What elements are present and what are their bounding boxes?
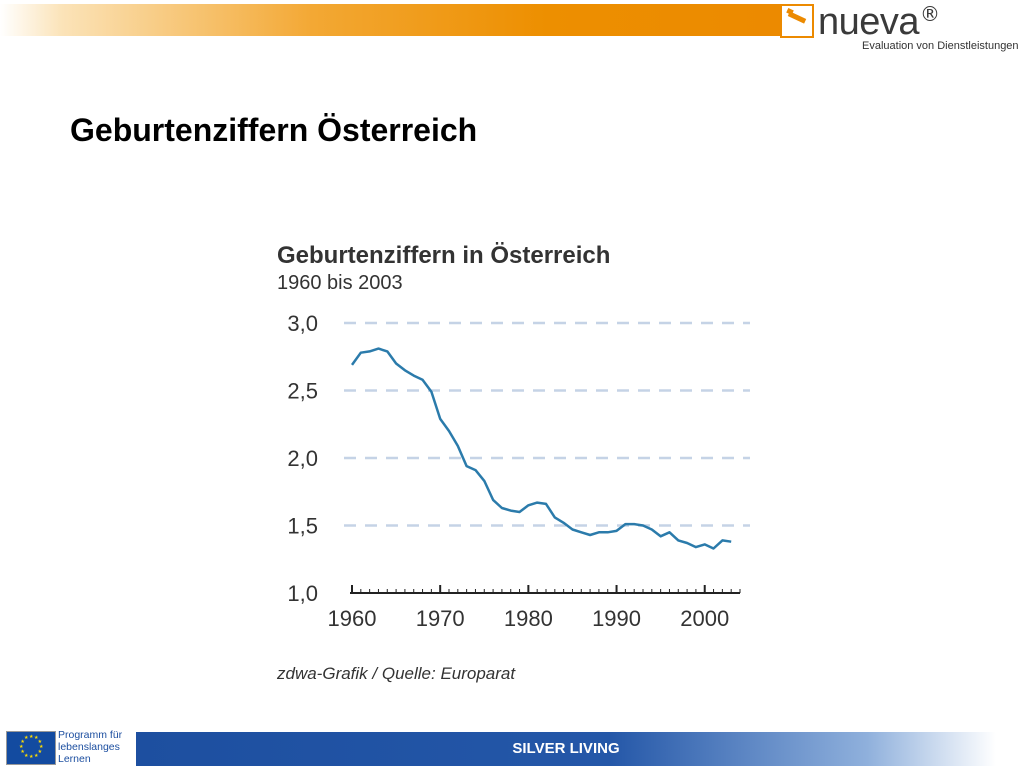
- logo-tagline: Evaluation von Dienstleistungen: [862, 40, 1019, 52]
- x-tick-label: 1960: [328, 606, 377, 631]
- y-tick-label: 1,0: [287, 581, 318, 606]
- eu-star-icon: ★: [24, 752, 29, 759]
- eu-flag-icon: ★ ★ ★ ★ ★ ★ ★ ★ ★ ★ ★ ★: [6, 731, 56, 765]
- header-accent-bar: [0, 4, 780, 36]
- eu-star-icon: ★: [19, 744, 24, 750]
- eu-star-icon: ★: [20, 749, 25, 755]
- footer-label: SILVER LIVING: [512, 740, 620, 757]
- slide-title: Geburtenziffern Österreich: [70, 112, 478, 148]
- program-caption-line: Lernen: [58, 753, 91, 765]
- chart-source: zdwa-Grafik / Quelle: Europarat: [277, 664, 516, 683]
- eu-star-icon: ★: [34, 735, 39, 742]
- program-caption-line: lebenslanges: [58, 741, 120, 753]
- program-caption: Programm für lebenslanges Lernen: [58, 729, 122, 765]
- series-line: [350, 347, 732, 550]
- eu-star-icon: ★: [37, 739, 43, 745]
- eu-star-icon: ★: [20, 739, 25, 745]
- eu-star-icon: ★: [34, 752, 39, 759]
- logo-name: nueva: [818, 1, 920, 43]
- x-tick-label: 2000: [680, 606, 729, 631]
- y-tick-label: 3,0: [287, 311, 318, 336]
- registered-mark: ®: [920, 2, 940, 26]
- nueva-logo-icon: [780, 4, 814, 38]
- eu-star-icon: ★: [24, 735, 29, 742]
- chart-title: Geburtenziffern in Österreich: [277, 242, 611, 269]
- x-tick-label: 1980: [504, 606, 553, 631]
- eu-star-icon: ★: [29, 734, 34, 740]
- eu-star-icon: ★: [37, 749, 43, 755]
- program-caption-line: Programm für: [58, 729, 123, 741]
- nueva-logo: nueva ® Evaluation von Dienstleistungen: [780, 1, 1024, 62]
- y-tick-label: 2,5: [287, 379, 318, 404]
- y-tick-label: 2,0: [287, 446, 318, 471]
- chart-subtitle: 1960 bis 2003: [277, 272, 403, 294]
- x-tick-label: 1970: [416, 606, 465, 631]
- x-tick-label: 1990: [592, 606, 641, 631]
- footer-bar: SILVER LIVING: [136, 732, 996, 766]
- y-tick-label: 1,5: [287, 514, 318, 539]
- eu-star-icon: ★: [39, 744, 44, 750]
- eu-star-icon: ★: [29, 754, 34, 760]
